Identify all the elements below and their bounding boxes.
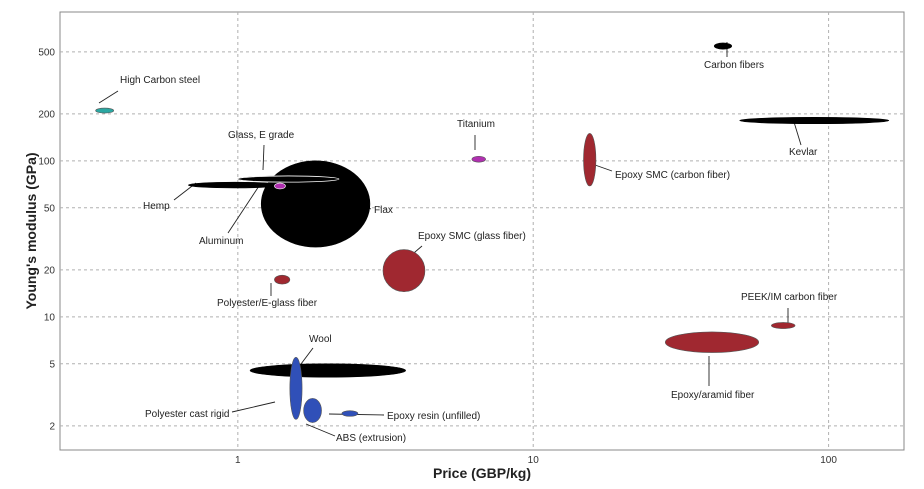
leader-line-high-carbon-steel <box>98 90 119 104</box>
material-label-flax: Flax <box>374 205 393 216</box>
material-bubble-polyester-cast-rigid <box>289 357 303 420</box>
material-bubble-aluminum-front <box>274 182 286 190</box>
material-bubble-polyester-e-glass-fiber <box>274 274 291 285</box>
leader-line-polyester-cast-rigid <box>231 401 276 413</box>
y-tick-label: 2 <box>49 421 55 432</box>
y-axis-title: Young's modulus (GPa) <box>23 152 39 309</box>
plot-area <box>59 11 905 451</box>
material-bubble-epoxy-smc-carbon-fiber <box>583 133 597 187</box>
material-bubble-wool <box>249 363 406 378</box>
x-tick-label: 10 <box>528 455 540 466</box>
material-bubble-high-carbon-steel <box>95 107 115 114</box>
y-tick-label: 5 <box>49 359 55 370</box>
material-label-kevlar: Kevlar <box>789 147 818 158</box>
material-label-hemp: Hemp <box>143 201 170 212</box>
material-label-titanium: Titanium <box>457 119 495 130</box>
leader-line-kevlar <box>793 121 802 146</box>
x-tick-label: 1 <box>235 455 241 466</box>
material-bubble-kevlar <box>739 117 890 125</box>
bubble-layer <box>95 42 890 423</box>
y-tick-label: 20 <box>44 265 56 276</box>
material-label-aluminum: Aluminum <box>199 236 243 247</box>
material-bubble-carbon-fibers <box>713 42 733 50</box>
grid-layer <box>60 12 904 450</box>
y-tick-label: 500 <box>38 47 55 58</box>
material-label-epoxy-smc-carbon-fiber: Epoxy SMC (carbon fiber) <box>615 170 730 181</box>
material-label-high-carbon-steel: High Carbon steel <box>120 75 200 86</box>
material-label-peek-im-carbon-fiber: PEEK/IM carbon fiber <box>741 292 838 303</box>
leader-line-glass-e-grade <box>262 144 265 171</box>
material-bubble-titanium <box>471 155 486 163</box>
material-bubble-flax <box>260 160 371 248</box>
material-label-epoxy-aramid-fiber: Epoxy/aramid fiber <box>671 390 755 401</box>
material-label-wool: Wool <box>309 334 332 345</box>
y-tick-label: 10 <box>44 312 56 323</box>
material-bubble-epoxy-smc-glass-fiber <box>382 249 426 292</box>
material-label-polyester-cast-rigid: Polyester cast rigid <box>145 409 229 420</box>
material-label-abs-extrusion: ABS (extrusion) <box>336 433 406 444</box>
tick-layer: 1 10 100 2 5 10 20 50 100 200 500 <box>38 47 837 466</box>
x-tick-label: 100 <box>820 455 837 466</box>
y-tick-label: 50 <box>44 203 56 214</box>
leader-line-wool <box>300 347 314 365</box>
leader-line-aluminum <box>227 182 262 234</box>
material-label-polyester-e-glass-fiber: Polyester/E-glass fiber <box>217 298 318 309</box>
material-bubble-epoxy-resin-unfilled <box>341 410 359 417</box>
material-label-epoxy-resin-unfilled: Epoxy resin (unfilled) <box>387 411 480 422</box>
x-axis-title: Price (GBP/kg) <box>433 465 531 481</box>
leader-line-epoxy-smc-carbon-fiber <box>594 164 613 172</box>
material-label-glass-e-grade: Glass, E grade <box>228 130 295 141</box>
y-tick-label: 200 <box>38 109 55 120</box>
label-layer: High Carbon steel Glass, E grade Hemp Alumi… <box>120 60 838 444</box>
material-label-epoxy-smc-glass-fiber: Epoxy SMC (glass fiber) <box>418 231 526 242</box>
material-bubble-epoxy-aramid-fiber <box>664 331 760 353</box>
material-label-carbon-fibers: Carbon fibers <box>704 60 764 71</box>
y-tick-label: 100 <box>38 156 55 167</box>
material-bubble-peek-im-carbon-fiber <box>771 322 796 329</box>
leader-line-abs-extrusion <box>305 423 336 437</box>
material-outline-glass-e-grade <box>237 175 340 183</box>
material-bubble-abs-extrusion <box>303 398 322 423</box>
